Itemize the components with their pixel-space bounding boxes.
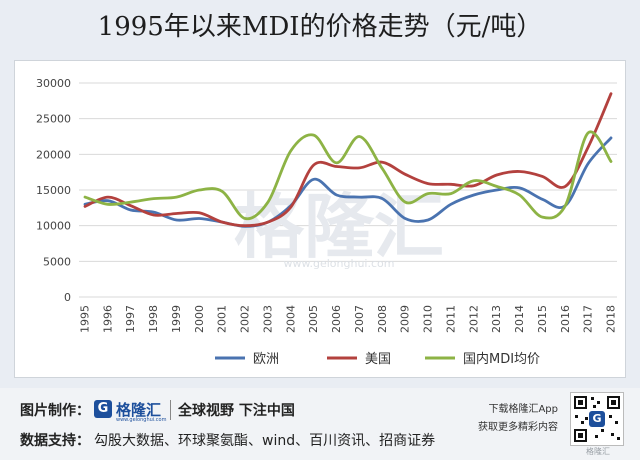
x-tick-label: 2009 xyxy=(399,305,412,333)
y-tick-label: 5000 xyxy=(43,255,71,268)
download-app-text: 下载格隆汇App xyxy=(488,404,558,415)
slogan: 全球视野 下注中国 xyxy=(178,403,295,419)
y-tick-label: 20000 xyxy=(36,148,71,161)
data-source-text: 勾股大数据、环球聚氨酯、wind、百川资讯、招商证券 xyxy=(94,433,436,449)
x-axis: 1995 1996 1997 1998 1999 2000 2001 2002 2003 2004… xyxy=(79,305,618,333)
x-tick-label: 2011 xyxy=(444,305,457,333)
x-tick-label: 2002 xyxy=(239,305,252,333)
qr-pattern xyxy=(574,396,620,442)
x-tick-label: 2013 xyxy=(490,305,503,333)
x-tick-label: 1997 xyxy=(124,305,137,333)
watermark-url: www.gelonghui.com xyxy=(284,257,395,270)
series-line-usa xyxy=(83,92,613,228)
x-tick-label: 1999 xyxy=(170,305,183,333)
y-tick-label: 10000 xyxy=(36,220,71,233)
data-source-label: 数据支持： xyxy=(20,433,90,449)
legend-label: 国内MDI均价 xyxy=(463,351,540,367)
y-tick-label: 30000 xyxy=(36,77,71,90)
x-tick-label: 2001 xyxy=(216,305,229,333)
x-tick-label: 2005 xyxy=(307,305,320,333)
watermark: 格隆汇 www.gelonghui.com xyxy=(234,186,444,270)
x-tick-label: 2004 xyxy=(284,305,297,333)
x-tick-label: 2003 xyxy=(261,305,274,333)
x-tick-label: 2017 xyxy=(582,305,595,333)
x-tick-label: 1998 xyxy=(147,305,160,333)
corner-watermark: 格隆汇 xyxy=(586,447,610,456)
x-tick-label: 1995 xyxy=(79,305,92,333)
more-content-text: 获取更多精彩内容 xyxy=(478,422,558,433)
x-tick-label: 2015 xyxy=(536,305,549,333)
y-tick-label: 0 xyxy=(64,291,71,304)
legend: 欧洲 美国 国内MDI均价 xyxy=(215,351,540,367)
logo-name: 格隆汇 xyxy=(116,401,162,419)
qr-logo-icon: G xyxy=(589,411,605,427)
made-by-label: 图片制作： xyxy=(20,403,90,419)
legend-label: 欧洲 xyxy=(253,352,279,367)
series-line-europe xyxy=(83,136,613,228)
series-line-china-average xyxy=(83,130,613,221)
price-line-chart: 格隆汇 www.gelonghui.com 0 5000 10000 15000 200… xyxy=(36,77,618,367)
x-tick-label: 1996 xyxy=(101,305,114,333)
y-tick-label: 25000 xyxy=(36,113,71,126)
chart-title: 1995年以来MDI的价格走势（元/吨） xyxy=(97,12,543,42)
x-tick-label: 2012 xyxy=(467,305,480,333)
watermark-name: 格隆汇 xyxy=(234,186,444,268)
gelonghui-logo-icon: G xyxy=(94,400,112,418)
y-tick-label: 15000 xyxy=(36,184,71,197)
legend-label: 美国 xyxy=(365,352,391,367)
x-tick-label: 2010 xyxy=(422,305,435,333)
qr-code-icon[interactable]: G xyxy=(570,392,624,446)
logo-url: www.gelonghui.com xyxy=(116,417,167,423)
x-tick-label: 2007 xyxy=(353,305,366,333)
x-tick-label: 2014 xyxy=(513,305,526,333)
footer-bar: 图片制作： G 格隆汇 www.gelonghui.com 全球视野 下注中国 … xyxy=(0,388,640,460)
x-tick-label: 2018 xyxy=(605,305,618,333)
x-tick-label: 2006 xyxy=(330,305,343,333)
x-tick-label: 2016 xyxy=(559,305,572,333)
x-tick-label: 2000 xyxy=(193,305,206,333)
divider xyxy=(170,400,171,420)
y-axis: 0 5000 10000 15000 20000 25000 30000 xyxy=(36,77,71,304)
grid-lines xyxy=(79,82,617,298)
x-tick-label: 2008 xyxy=(376,305,389,333)
series-lines xyxy=(83,92,613,228)
chart-area: 格隆汇 www.gelonghui.com 0 5000 10000 15000 200… xyxy=(14,60,626,378)
